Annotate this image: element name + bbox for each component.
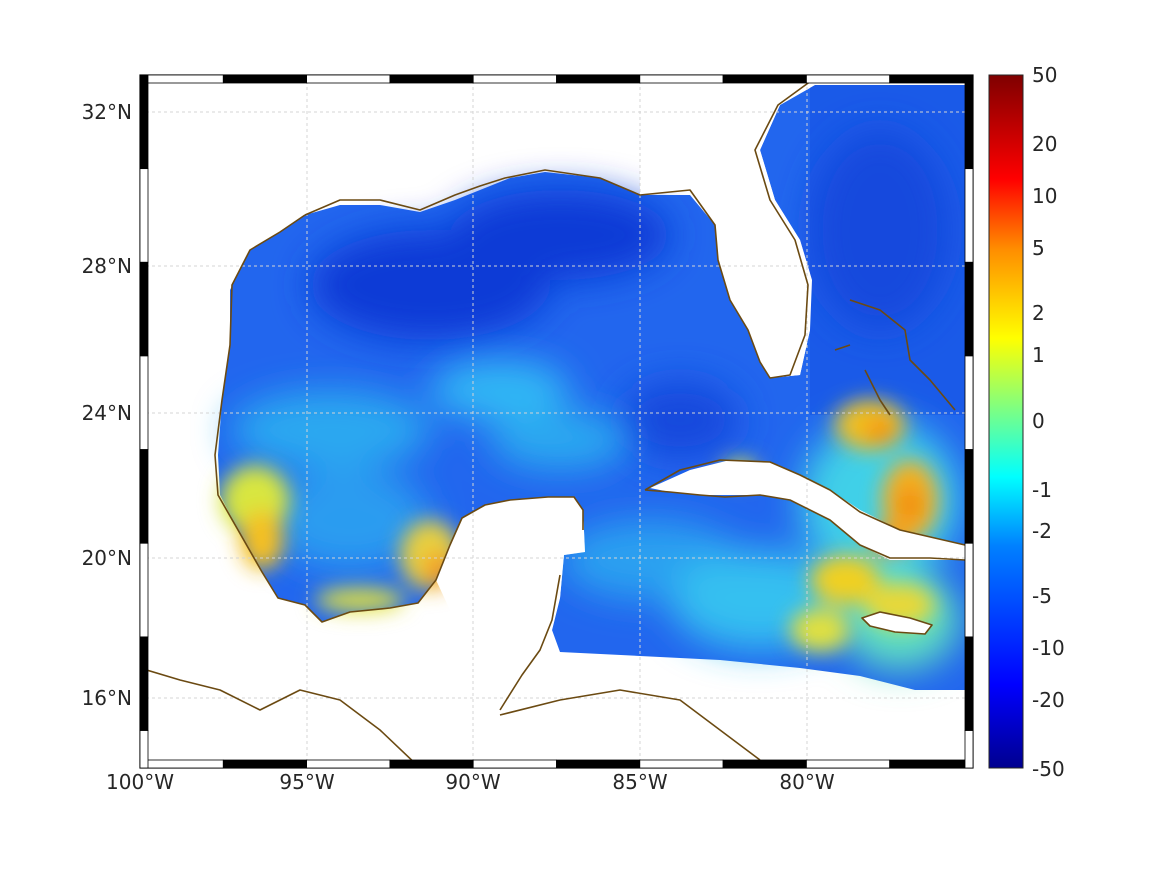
lon-tick-label: 100°W: [106, 770, 174, 794]
colorbar-tick-label: 1: [1032, 343, 1045, 367]
lon-tick-label: 80°W: [779, 770, 834, 794]
cuba-coast: [644, 459, 966, 561]
central-america-coast: [499, 689, 761, 761]
lon-tick-label: 95°W: [279, 770, 334, 794]
colorbar-gradient: [988, 74, 1024, 769]
frame-segment: [806, 74, 891, 84]
colorbar-tick-label: -20: [1032, 688, 1065, 712]
frame-segment: [964, 355, 974, 450]
lat-tick-label: 32°N: [82, 100, 132, 124]
frame-segment: [139, 730, 149, 769]
colorbar-tick-label: -10: [1032, 636, 1065, 660]
frame-segment: [222, 74, 308, 84]
colorbar-tick-label: 10: [1032, 184, 1057, 208]
frame-segment: [222, 759, 308, 769]
graticule: [140, 75, 973, 768]
map-frame: [139, 74, 974, 769]
florida-land: [640, 85, 815, 378]
coastlines: [140, 77, 966, 768]
colorbar-ticks: 50 20 10 5 2 1 0 -1 -2 -5 -10 -20 -50: [1032, 63, 1065, 781]
texas-mexico-coast: [214, 214, 584, 623]
colorbar-tick-label: -1: [1032, 478, 1052, 502]
frame-segment: [139, 168, 149, 263]
lat-tick-label: 28°N: [82, 254, 132, 278]
frame-segment: [139, 449, 149, 544]
frame-segment: [139, 355, 149, 450]
gulf-coast-line: [140, 667, 421, 768]
frame-segment: [639, 74, 724, 84]
frame-segment: [139, 261, 149, 357]
longitude-ticks: 100°W 95°W 90°W 85°W 80°W: [106, 770, 835, 794]
jamaica-coast: [861, 611, 933, 635]
yucatan-east-coast: [499, 574, 561, 711]
frame-segment: [964, 636, 974, 731]
colorbar: 50 20 10 5 2 1 0 -1 -2 -5 -10 -20 -50: [988, 63, 1065, 781]
colorbar-tick-label: 0: [1032, 409, 1045, 433]
frame-segment: [472, 759, 557, 769]
frame-segment: [139, 74, 149, 170]
frame-segment: [306, 74, 391, 84]
frame-segment: [964, 449, 974, 544]
colorbar-tick-label: -50: [1032, 757, 1065, 781]
cuba-land: [650, 460, 965, 560]
frame-segment: [306, 759, 391, 769]
frame-segment: [472, 74, 557, 84]
lon-tick-label: 85°W: [612, 770, 667, 794]
lat-tick-label: 16°N: [82, 686, 132, 710]
lat-tick-label: 20°N: [82, 546, 132, 570]
frame-segment: [964, 74, 974, 170]
bahamas-coast: [834, 299, 956, 416]
frame-segment: [139, 636, 149, 731]
latitude-ticks: 32°N 28°N 24°N 20°N 16°N: [82, 100, 132, 710]
jamaica-land: [862, 612, 932, 634]
frame-segment: [139, 74, 224, 84]
frame-segment: [389, 74, 474, 84]
frame-segment: [556, 759, 641, 769]
frame-segment: [889, 759, 974, 769]
colorbar-tick-label: 50: [1032, 63, 1057, 87]
colorbar-tick-label: 2: [1032, 301, 1045, 325]
frame-segment: [806, 759, 891, 769]
colorbar-tick-label: -5: [1032, 584, 1052, 608]
colorbar-tick-label: 20: [1032, 132, 1057, 156]
frame-segment: [964, 542, 974, 638]
frame-segment: [639, 759, 724, 769]
frame-segment: [389, 759, 474, 769]
frame-segment: [139, 542, 149, 638]
frame-segment: [964, 168, 974, 263]
lon-tick-label: 90°W: [445, 770, 500, 794]
ocean-field: [218, 85, 965, 690]
frame-segment: [889, 74, 974, 84]
colorbar-tick-label: 5: [1032, 236, 1045, 260]
frame-segment: [964, 261, 974, 357]
frame-segment: [556, 74, 641, 84]
colorbar-tick-label: -2: [1032, 519, 1052, 543]
frame-segment: [964, 730, 974, 769]
frame-segment: [139, 759, 224, 769]
us-mexico-coast: [304, 77, 816, 379]
frame-segment: [722, 74, 807, 84]
frame-segment: [722, 759, 807, 769]
lat-tick-label: 24°N: [82, 401, 132, 425]
